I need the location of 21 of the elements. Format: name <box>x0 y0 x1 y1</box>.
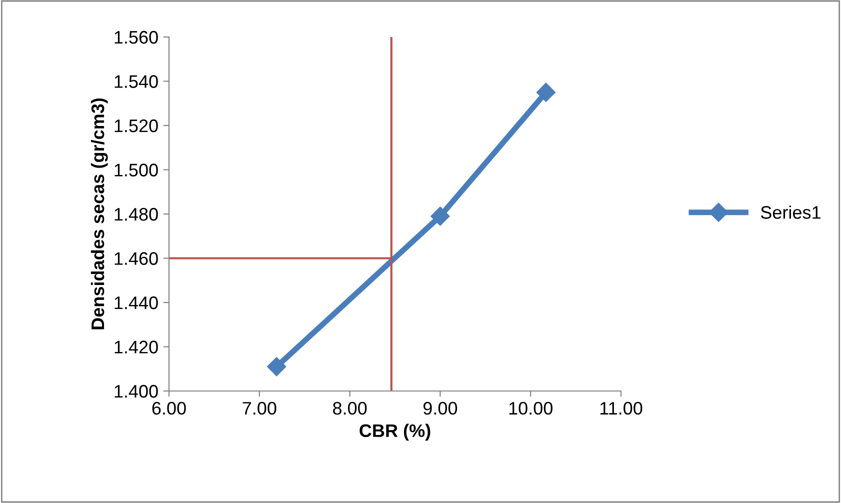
y-tick-label: 1.440 <box>114 296 158 310</box>
y-tick-label: 1.540 <box>114 75 158 88</box>
x-tick-label: 9.00 <box>423 402 458 415</box>
y-tick-label: 1.500 <box>114 164 158 176</box>
y-tick-label: 1.560 <box>114 30 158 44</box>
x-axis-title: CBR (%) <box>360 424 430 441</box>
point <box>536 82 556 102</box>
y-tick-label: 1.480 <box>114 208 158 221</box>
legend-label: Series1 <box>760 206 820 219</box>
x-tick-label: 11.00 <box>600 402 642 415</box>
x-tick-label: 8.00 <box>333 402 367 415</box>
point <box>430 206 450 226</box>
y-tick-label: 1.520 <box>114 119 158 132</box>
y-tick-label: 1.400 <box>114 384 158 398</box>
y-tick-label: 1.460 <box>114 252 158 265</box>
x-tick-label: 7.00 <box>242 402 276 415</box>
point <box>267 357 286 376</box>
y-axis-title: Densidades secas (gr/cm3) <box>90 98 108 330</box>
y-tick-label: 1.420 <box>114 340 158 354</box>
x-tick-label: 6.00 <box>152 402 186 415</box>
x-tick-label: 10.00 <box>509 402 552 415</box>
